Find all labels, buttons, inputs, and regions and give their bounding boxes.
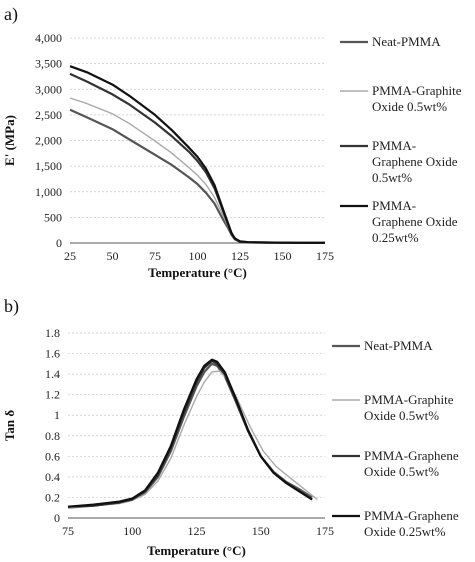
y-tick-label: 2,500 (35, 108, 62, 122)
panel-label: b) (4, 296, 19, 317)
legend-entry: PMMA- (372, 138, 416, 153)
y-tick-label: 0 (54, 511, 60, 525)
legend-entry: Neat-PMMA (364, 338, 433, 353)
legend-entry: Graphene Oxide (372, 214, 458, 229)
x-tick-label: 75 (149, 249, 161, 263)
series-line-2 (69, 97, 325, 244)
x-tick-label: 175 (316, 249, 334, 263)
y-tick-label: 1,000 (35, 185, 62, 199)
x-axis-title: Temperature (°C) (148, 265, 247, 280)
y-axis-title: E' (MPa) (2, 115, 17, 166)
x-tick-label: 175 (316, 524, 334, 538)
x-tick-label: 100 (189, 249, 207, 263)
x-axis-title: Temperature (°C) (147, 543, 246, 558)
legend-entry: PMMA-Graphene (364, 448, 459, 463)
series-line-4 (69, 65, 325, 244)
legend-entry: Graphene Oxide (372, 154, 458, 169)
legend-entry: Oxide 0.5wt% (372, 99, 447, 114)
x-tick-label: 50 (107, 249, 119, 263)
legend-entry: PMMA-Graphene (364, 508, 459, 523)
x-tick-label: 125 (231, 249, 249, 263)
legend-entry: Oxide 0.5wt% (364, 464, 439, 479)
y-tick-label: 4,000 (35, 31, 62, 45)
chart-panel-a: a) 0 500 1,000 1,500 2,000 2,500 3,000 3,500 4,00… (2, 4, 462, 280)
y-tick-label: 0 (56, 236, 62, 250)
y-tick-label: 1.6 (45, 347, 60, 361)
legend-entry: Oxide 0.5wt% (364, 408, 439, 423)
y-tick-label: 1 (54, 408, 60, 422)
series-line-2 (67, 370, 318, 509)
chart-panel-b: b) 0 0.2 0.4 0.6 0.8 1 1.2 1.4 1.6 1.8 75 100 125 150 1… (2, 296, 459, 558)
legend-entry: 0.25wt% (372, 230, 419, 245)
y-tick-label: 1.2 (45, 388, 60, 402)
series-line-4 (67, 358, 313, 508)
x-tick-label: 125 (188, 524, 206, 538)
y-tick-label: 3,000 (35, 82, 62, 96)
y-tick-label: 3,500 (35, 57, 62, 71)
series-line-3 (67, 359, 313, 508)
y-tick-label: 1.8 (45, 326, 60, 340)
legend-entry: PMMA-Graphite (372, 83, 462, 98)
x-tick-label: 75 (62, 524, 74, 538)
legend-entry: PMMA-Graphite (364, 392, 454, 407)
y-tick-label: 500 (44, 210, 62, 224)
y-tick-label: 0.8 (45, 429, 60, 443)
x-tick-label: 150 (274, 249, 292, 263)
x-tick-label: 100 (123, 524, 141, 538)
legend-entry: PMMA- (372, 198, 416, 213)
legend-entry: 0.5wt% (372, 170, 412, 185)
y-tick-label: 2,000 (35, 134, 62, 148)
y-tick-label: 0.6 (45, 449, 60, 463)
x-tick-label: 25 (64, 249, 76, 263)
y-tick-label: 0.4 (45, 470, 60, 484)
y-tick-label: 1.4 (45, 367, 60, 381)
y-tick-label: 0.2 (45, 490, 60, 504)
x-tick-label: 150 (252, 524, 270, 538)
panel-label: a) (4, 4, 18, 25)
legend-entry: Oxide 0.25wt% (364, 524, 446, 539)
legend-entry: Neat-PMMA (372, 34, 441, 49)
y-axis-title: Tan δ (2, 410, 17, 441)
y-tick-label: 1,500 (35, 159, 62, 173)
